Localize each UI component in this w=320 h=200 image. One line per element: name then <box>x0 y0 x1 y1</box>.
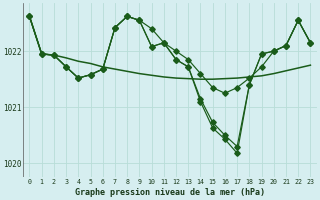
X-axis label: Graphe pression niveau de la mer (hPa): Graphe pression niveau de la mer (hPa) <box>75 188 265 197</box>
